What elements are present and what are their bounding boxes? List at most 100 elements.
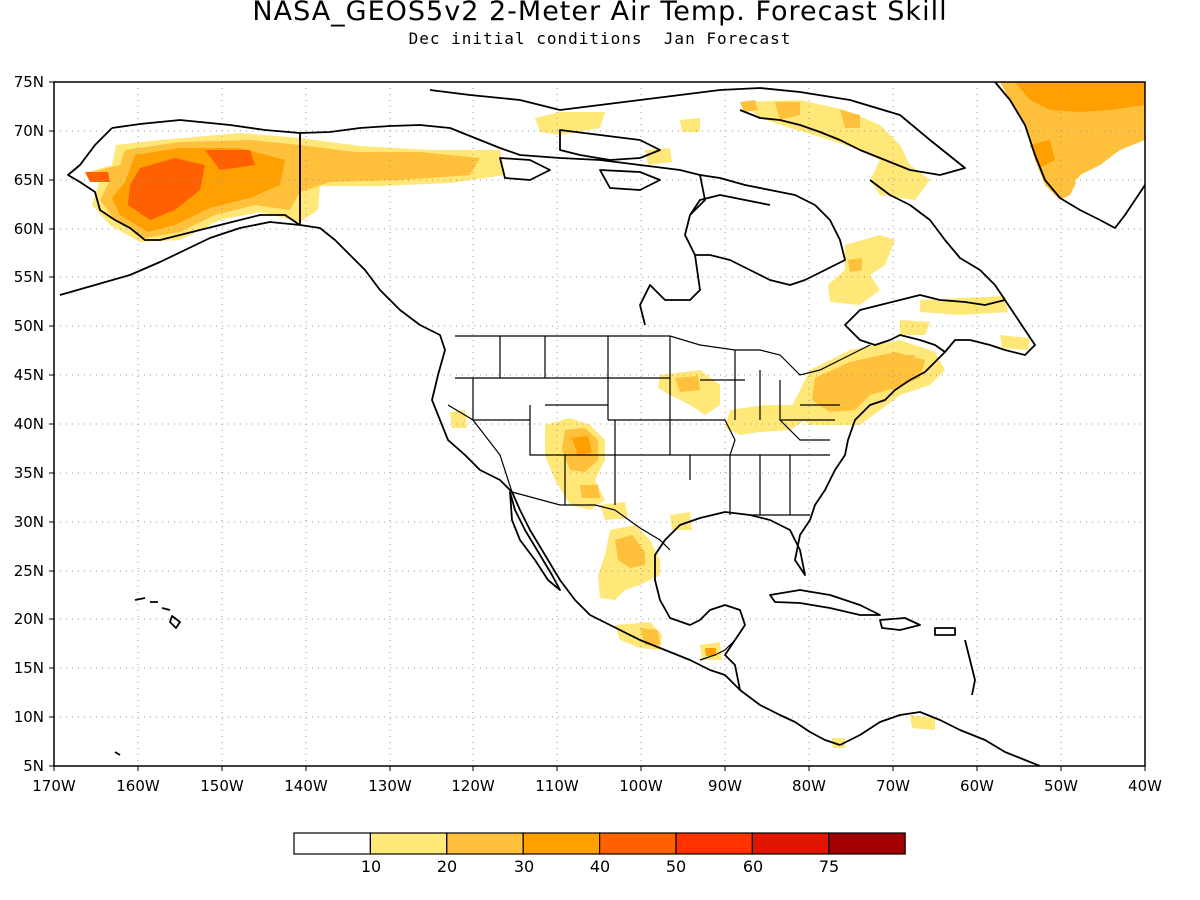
borders (299, 133, 871, 661)
coast-puerto-rico (934, 627, 956, 636)
shade-maritimes (900, 320, 930, 335)
colorbar-swatch (751, 832, 830, 855)
coast-hawaii (134, 597, 181, 629)
colorbar-swatch (828, 832, 906, 855)
shade-venezuela (910, 715, 935, 730)
lon-label: 140W (284, 777, 328, 795)
coast-pacific-isle (114, 751, 121, 756)
lon-label: 40W (1128, 777, 1162, 795)
coast-atlantic (809, 294, 1036, 521)
colorbar-swatch (675, 832, 754, 855)
lat-label: 25N (14, 562, 44, 580)
shade-alaska-40b (205, 150, 255, 170)
subtitle-initial-conditions: Dec initial conditions (408, 29, 643, 48)
colorbar-label: 50 (666, 857, 686, 876)
shade-arctic-2 (740, 100, 930, 200)
lat-label: 10N (14, 708, 44, 726)
lat-label: 60N (14, 220, 44, 238)
lat-label: 30N (14, 513, 44, 531)
border-states (447, 336, 840, 516)
lat-label: 55N (14, 268, 44, 286)
colorbar-swatch (446, 832, 524, 855)
colorbar-swatch (522, 832, 601, 855)
colorbar-label: 20 (437, 857, 457, 876)
shade-southwest-30 (572, 436, 592, 456)
shade-texas-coast (670, 512, 692, 530)
graticule (54, 82, 1145, 766)
coast-greenland (994, 82, 1145, 229)
coast-labrador (869, 179, 1006, 301)
lon-tick-labels: 170W 160W 150W 140W 130W 120W 110W 100W … (32, 777, 1162, 795)
lat-label: 35N (14, 464, 44, 482)
lat-tick-labels: 5N 10N 15N 20N 25N 30N 35N 40N 45N 50N 5… (14, 73, 44, 775)
lat-label: 50N (14, 317, 44, 335)
lon-label: 130W (368, 777, 412, 795)
coast-gulf (654, 511, 811, 691)
lat-label: 15N (14, 659, 44, 677)
border-us-mexico (511, 491, 671, 551)
shade-northeast-20 (812, 352, 925, 412)
shade-texas-border (600, 502, 628, 520)
lat-label: 40N (14, 415, 44, 433)
colorbar-swatch (598, 832, 677, 855)
shade-southwest-20b (580, 485, 600, 498)
shade-northeast-20b (900, 355, 915, 372)
lon-label: 50W (1044, 777, 1078, 795)
lat-label: 5N (23, 757, 44, 775)
shade-alaska-40c (85, 172, 110, 182)
shade-ohio-valley (725, 405, 805, 435)
border-us-canada (455, 335, 871, 376)
lon-label: 120W (451, 777, 495, 795)
shade-greenland-30b (1030, 140, 1055, 168)
shade-arctic-1 (535, 112, 605, 135)
lon-label: 90W (708, 777, 742, 795)
coast-south-america (839, 711, 1041, 766)
colorbar-swatch (293, 832, 372, 855)
colorbar-label: 40 (590, 857, 610, 876)
border-mexico-central (699, 639, 736, 661)
lon-label: 150W (200, 777, 244, 795)
skill-shading (85, 82, 1145, 748)
shade-arctic-3 (645, 148, 672, 165)
shade-mexico-south-20 (640, 628, 660, 645)
shade-arctic-2c (840, 110, 860, 128)
subtitle-forecast-month: Jan Forecast (663, 29, 792, 48)
shade-arctic-2b (775, 102, 800, 120)
colorbar-label: 10 (361, 857, 381, 876)
lon-label: 70W (876, 777, 910, 795)
lat-label: 70N (14, 122, 44, 140)
shade-greenland-20 (1000, 82, 1145, 200)
shade-yucatan-20 (705, 648, 716, 656)
shade-nfld (1000, 335, 1030, 350)
shade-arctic-2d (740, 100, 758, 112)
coastlines (59, 82, 1145, 766)
shade-iowa-20 (675, 376, 700, 392)
lat-label: 75N (14, 73, 44, 91)
lon-label: 60W (960, 777, 994, 795)
shade-colombia (832, 738, 845, 748)
shade-california (450, 410, 467, 428)
colorbar (293, 832, 906, 855)
map-subtitle: Dec initial conditions Jan Forecast (0, 29, 1200, 48)
colorbar-label: 60 (743, 857, 763, 876)
coast-arctic-islands (429, 87, 966, 191)
lon-label: 100W (619, 777, 663, 795)
lat-label: 45N (14, 366, 44, 384)
lon-label: 170W (32, 777, 76, 795)
tick-marks (49, 81, 1146, 771)
coast-hispaniola (879, 617, 921, 631)
coast-baja (509, 491, 561, 591)
colorbar-label: 75 (819, 857, 839, 876)
colorbar-label: 30 (514, 857, 534, 876)
coast-pacific (59, 119, 841, 746)
shade-greenland-white (1075, 140, 1145, 210)
shade-alaska-40 (128, 158, 205, 220)
shade-iowa (658, 370, 720, 415)
coast-cuba (769, 589, 881, 616)
shade-mexico-20 (615, 535, 645, 568)
lon-label: 80W (792, 777, 826, 795)
colorbar-swatch (369, 832, 448, 855)
lon-label: 160W (116, 777, 160, 795)
map-title: NASA_GEOS5v2 2-Meter Air Temp. Forecast … (252, 0, 948, 27)
